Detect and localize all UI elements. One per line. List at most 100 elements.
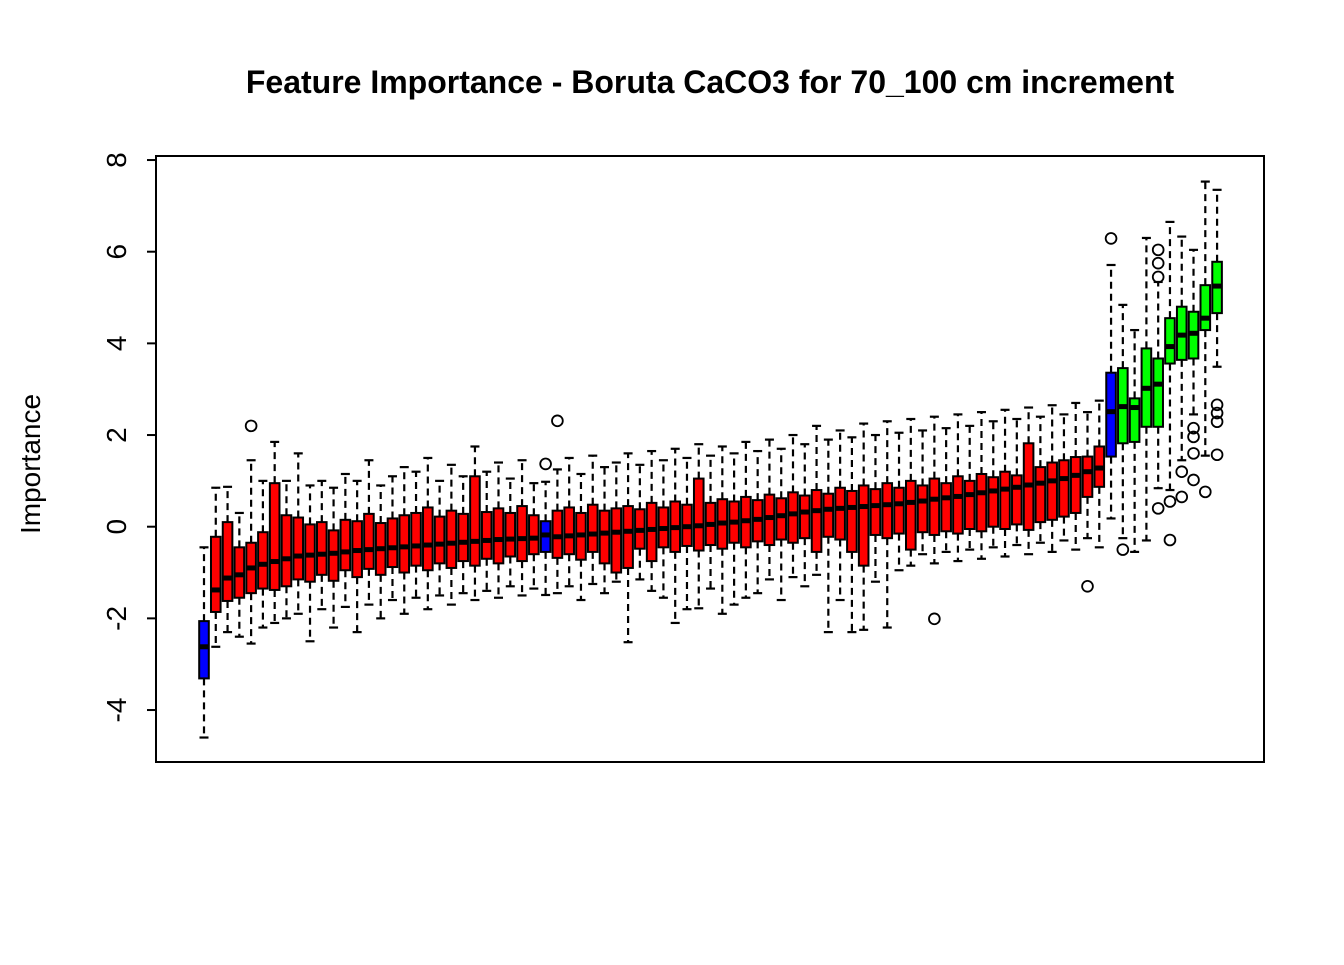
outlier-point bbox=[1151, 270, 1165, 284]
box-iqr bbox=[975, 472, 988, 533]
outlier-point bbox=[1163, 533, 1177, 547]
box-iqr bbox=[422, 506, 434, 572]
y-axis-tick-label: 8 bbox=[101, 152, 132, 168]
y-axis-tick-label: 6 bbox=[101, 244, 132, 260]
box-iqr bbox=[622, 505, 634, 569]
box-iqr bbox=[268, 482, 281, 591]
outlier-point bbox=[1175, 465, 1189, 479]
box-iqr bbox=[280, 514, 293, 588]
box-iqr bbox=[469, 475, 481, 567]
box-iqr bbox=[528, 514, 540, 556]
box-iqr bbox=[940, 482, 952, 533]
outlier-point bbox=[1187, 473, 1200, 487]
chart-title: Feature Importance - Boruta CaCO3 for 70… bbox=[246, 64, 1175, 100]
outlier-point bbox=[1187, 447, 1200, 460]
outlier-point bbox=[1210, 415, 1224, 429]
outlier-point bbox=[1210, 406, 1224, 420]
box-iqr bbox=[987, 476, 1000, 528]
box-iqr bbox=[563, 506, 575, 556]
box-iqr bbox=[551, 509, 564, 559]
box-iqr bbox=[457, 512, 469, 563]
box-iqr bbox=[1164, 317, 1176, 365]
outlier-point bbox=[1175, 490, 1189, 504]
plot-border bbox=[155, 155, 1265, 763]
box-iqr bbox=[952, 475, 964, 535]
outlier-point bbox=[551, 414, 564, 428]
box-iqr bbox=[881, 482, 894, 540]
box-iqr bbox=[787, 491, 799, 544]
box-iqr bbox=[869, 488, 882, 536]
box-iqr bbox=[893, 486, 905, 535]
plot-area: -4 -2 0 2 4 6 8 bbox=[101, 152, 1224, 739]
box-iqr bbox=[516, 505, 528, 563]
box-iqr bbox=[963, 479, 976, 530]
box-iqr bbox=[928, 477, 941, 536]
y-axis-tick-label: 4 bbox=[101, 336, 132, 352]
box-iqr bbox=[292, 516, 305, 581]
box-iqr bbox=[1011, 474, 1023, 526]
box-iqr bbox=[610, 507, 623, 574]
y-axis-tick-label: -2 bbox=[101, 606, 132, 631]
box-iqr bbox=[1105, 371, 1117, 458]
box-iqr bbox=[1046, 461, 1058, 521]
box-iqr bbox=[433, 515, 446, 565]
box-iqr bbox=[1152, 357, 1164, 428]
box-iqr bbox=[916, 484, 929, 534]
box-iqr bbox=[445, 509, 458, 569]
box-iqr bbox=[504, 511, 517, 558]
box-iqr bbox=[198, 620, 210, 680]
y-axis-tick-label: 2 bbox=[101, 427, 132, 443]
box-iqr bbox=[339, 518, 352, 572]
outlier-point bbox=[1151, 243, 1165, 257]
box-iqr bbox=[410, 511, 422, 567]
outlier-point bbox=[1151, 256, 1165, 270]
box-iqr bbox=[834, 486, 846, 541]
box-iqr bbox=[316, 521, 328, 576]
box-iqr bbox=[1128, 397, 1141, 443]
box-iqr bbox=[1081, 455, 1094, 498]
box-iqr bbox=[363, 512, 375, 570]
box-iqr bbox=[492, 507, 505, 565]
box-iqr bbox=[857, 484, 870, 567]
box-iqr bbox=[257, 531, 269, 590]
outlier-point bbox=[1210, 448, 1224, 462]
y-axis-tick-label: -4 bbox=[101, 698, 132, 723]
box-iqr bbox=[398, 514, 411, 574]
outlier-point bbox=[1104, 232, 1118, 245]
y-axis-tick-label: 0 bbox=[101, 519, 132, 535]
box-iqr bbox=[1058, 459, 1070, 518]
box-iqr bbox=[846, 489, 858, 553]
outlier-point bbox=[928, 612, 941, 626]
box-iqr bbox=[775, 497, 788, 541]
box-iqr bbox=[999, 470, 1011, 530]
box-iqr bbox=[586, 503, 599, 553]
outlier-point bbox=[1081, 579, 1094, 593]
outlier-point bbox=[539, 457, 552, 471]
box-iqr bbox=[822, 492, 835, 538]
box-iqr bbox=[221, 521, 234, 602]
outlier-point bbox=[1210, 398, 1224, 412]
box-iqr bbox=[480, 511, 493, 560]
outlier-point bbox=[1187, 421, 1200, 435]
outlier-point bbox=[1151, 502, 1165, 515]
y-axis-label: Importance bbox=[15, 394, 46, 534]
outlier-point bbox=[244, 419, 258, 433]
box-iqr bbox=[1034, 466, 1047, 524]
box-iqr bbox=[905, 479, 917, 551]
box-iqr bbox=[798, 494, 811, 540]
box-iqr bbox=[1199, 284, 1212, 332]
box-iqr bbox=[1069, 456, 1082, 514]
outlier-point bbox=[1199, 485, 1212, 499]
outlier-point bbox=[1116, 543, 1130, 556]
box-iqr bbox=[645, 501, 658, 563]
box-iqr bbox=[810, 489, 823, 553]
box-iqr bbox=[209, 535, 222, 613]
outlier-point bbox=[1163, 495, 1177, 508]
box-iqr bbox=[692, 477, 705, 552]
outlier-point bbox=[1187, 430, 1200, 444]
box-iqr bbox=[598, 509, 611, 565]
box-iqr bbox=[386, 517, 399, 569]
